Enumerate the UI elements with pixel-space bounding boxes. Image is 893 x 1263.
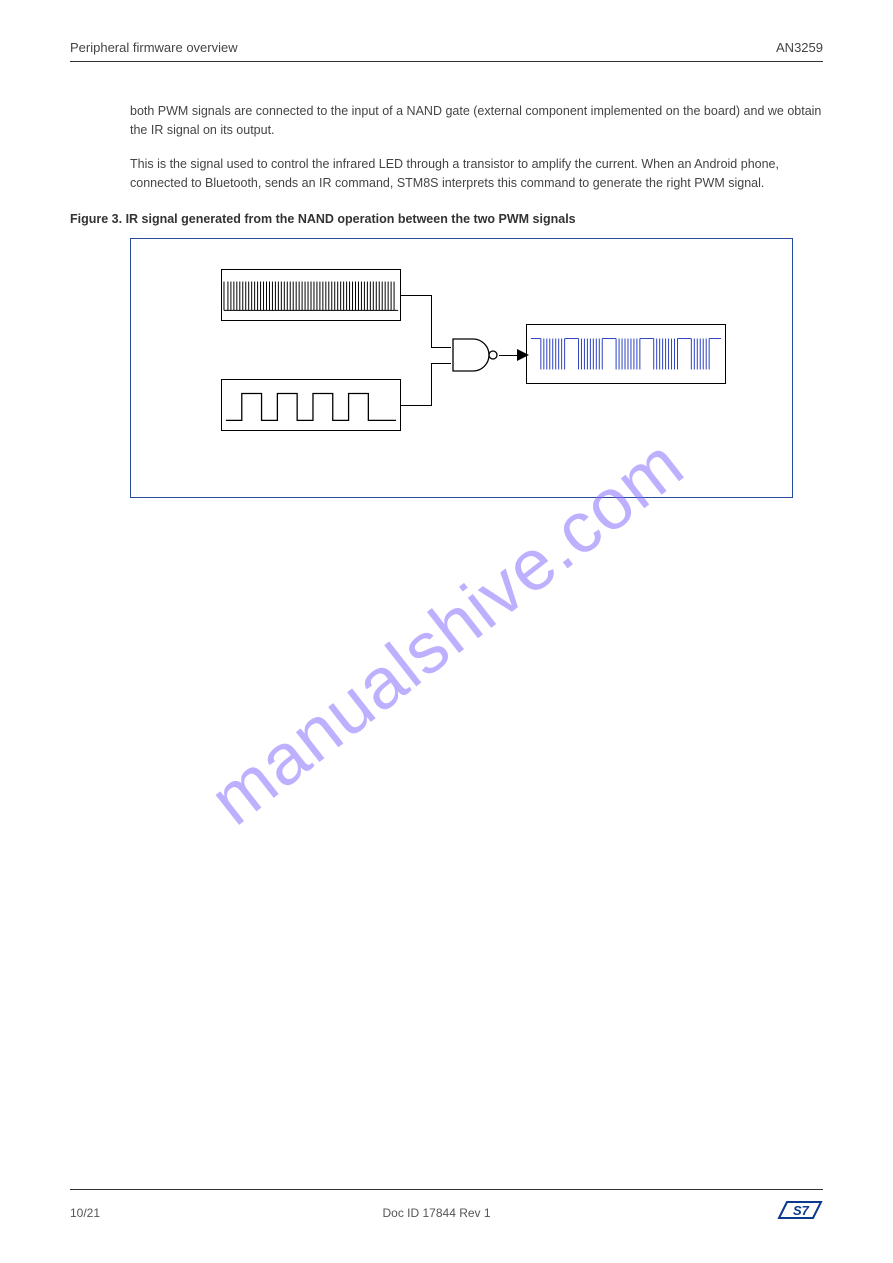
envelope-svg — [222, 380, 400, 430]
wire — [431, 347, 451, 348]
wire — [431, 295, 432, 347]
waveform-output — [526, 324, 726, 384]
wire — [401, 295, 431, 296]
waveform-envelope — [221, 379, 401, 431]
paragraph-1: both PWM signals are connected to the in… — [130, 102, 823, 141]
svg-text:S7: S7 — [793, 1203, 810, 1218]
running-header: Peripheral firmware overview AN3259 — [70, 40, 823, 62]
header-right: AN3259 — [776, 40, 823, 55]
header-left: Peripheral firmware overview — [70, 40, 238, 55]
output-svg — [527, 325, 725, 383]
paragraph-2: This is the signal used to control the i… — [130, 155, 823, 194]
footer-page: 10/21 — [70, 1206, 100, 1220]
st-logo-icon: S7 — [773, 1198, 823, 1227]
wire — [401, 405, 431, 406]
carrier-svg — [222, 270, 400, 320]
figure-diagram — [130, 238, 793, 498]
wire — [431, 363, 451, 364]
nand-gate-icon — [451, 337, 501, 373]
arrow-icon — [517, 349, 529, 361]
running-footer: 10/21 Doc ID 17844 Rev 1 S7 — [70, 1189, 823, 1227]
page-content: Peripheral firmware overview AN3259 both… — [70, 40, 823, 1223]
footer-docid: Doc ID 17844 Rev 1 — [382, 1206, 490, 1220]
waveform-carrier — [221, 269, 401, 321]
wire — [431, 363, 432, 406]
figure-caption: Figure 3. IR signal generated from the N… — [70, 212, 823, 226]
